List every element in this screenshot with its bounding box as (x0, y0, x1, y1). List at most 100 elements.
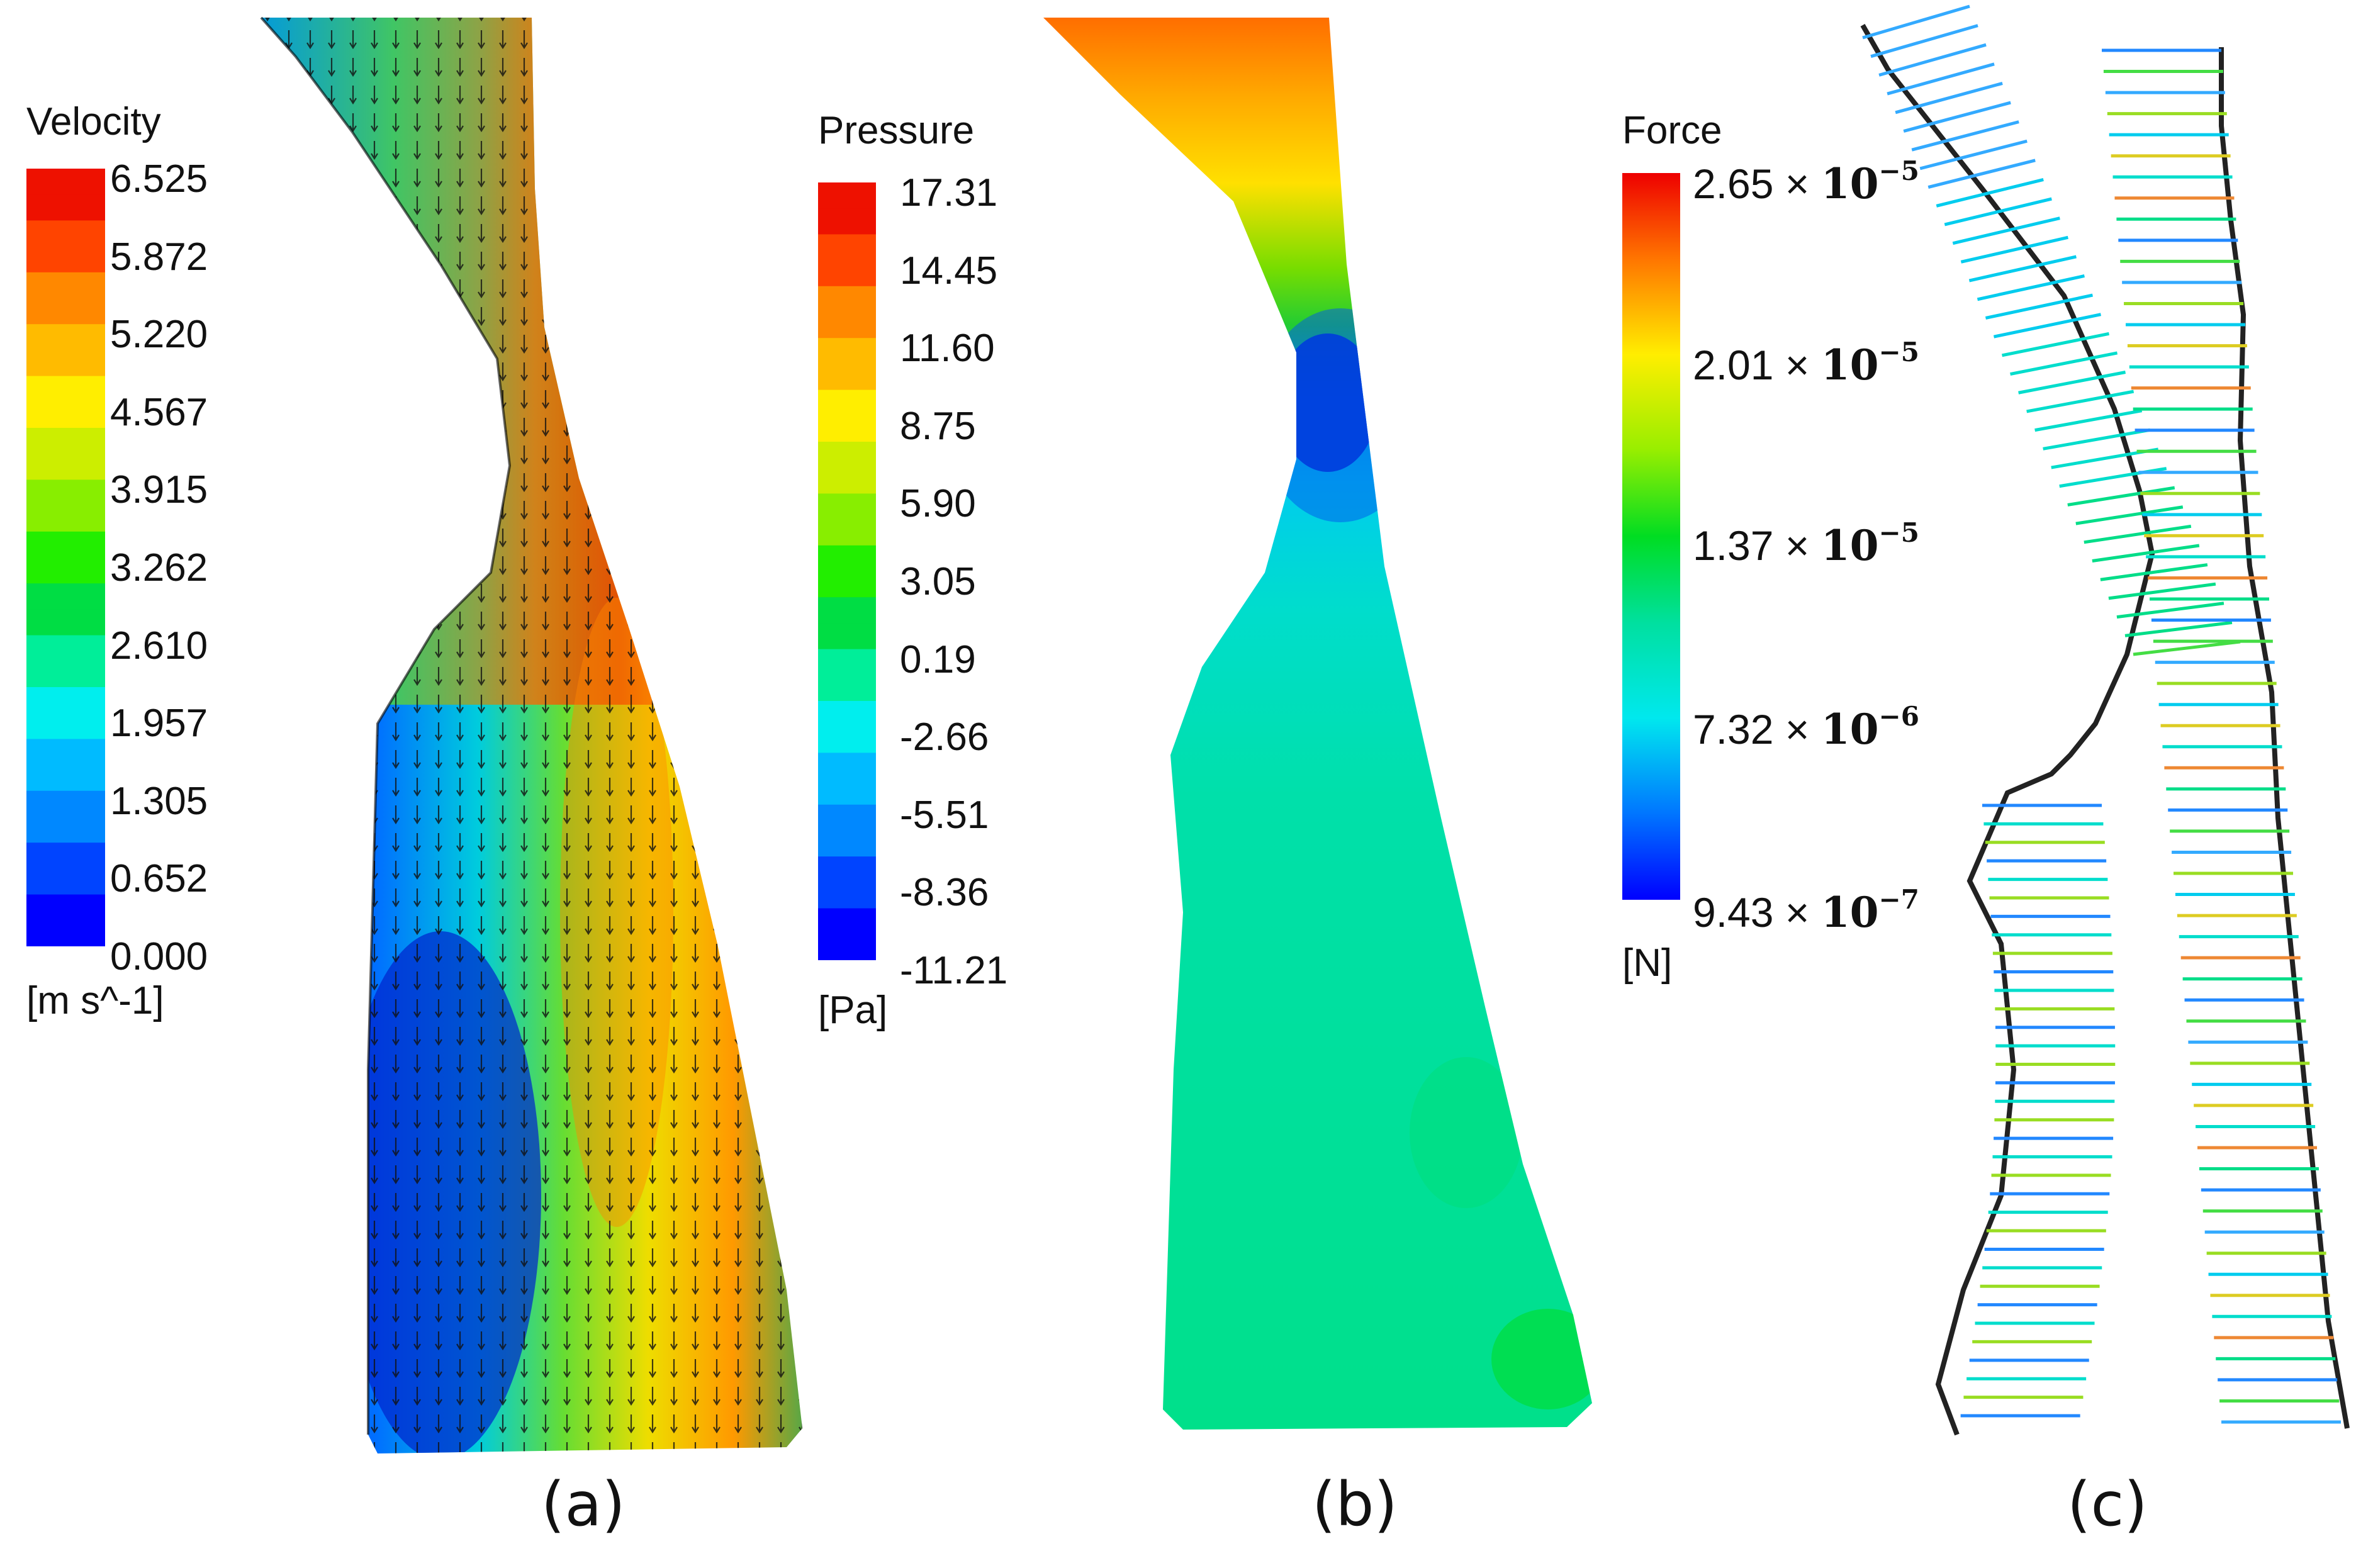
force-arrow (1878, 43, 1987, 77)
colorbar-band (26, 868, 105, 895)
force-tick-times: × (1785, 342, 1821, 388)
force-arrow (2084, 524, 2192, 544)
force-tick-mantissa: 2.65 (1693, 160, 1785, 207)
colorbar-band (26, 531, 105, 558)
force-tick-times: × (1785, 889, 1821, 936)
tick-label: 1.957 (110, 702, 208, 746)
colorbar-band (818, 908, 876, 935)
force-tick-exponent: −5 (1878, 337, 1919, 367)
velocity-legend-unit: [m s^-1] (26, 979, 164, 1022)
force-tick-times: × (1785, 522, 1821, 569)
force-tick-base: 10 (1820, 705, 1879, 754)
force-tick-times: × (1785, 706, 1821, 753)
colorbar-band (26, 764, 105, 792)
colorbar-band (818, 934, 876, 960)
colorbar-band (818, 415, 876, 442)
colorbar-band (818, 182, 876, 209)
colorbar-band (818, 571, 876, 598)
force-arrow (2018, 371, 2126, 395)
force-tick-label: 2.01 × 10−5 (1693, 337, 1919, 386)
colorbar-band (818, 260, 876, 287)
panel-label-b: (b) (1312, 1469, 1398, 1540)
force-arrow (2092, 544, 2200, 563)
tick-label: 11.60 (900, 327, 995, 371)
force-arrow (1985, 293, 2093, 320)
colorbar-band (26, 661, 105, 688)
tick-label: 0.000 (110, 935, 208, 978)
force-arrow (1919, 139, 2028, 171)
colorbar-band (818, 778, 876, 805)
tick-label: -11.21 (900, 949, 1008, 992)
colorbar-band (818, 519, 876, 546)
force-arrow (1993, 313, 2101, 339)
tick-label: 3.05 (900, 560, 976, 603)
force-arrow (2108, 582, 2216, 600)
colorbar-band (26, 454, 105, 480)
colorbar-band (26, 350, 105, 377)
colorbar-band (818, 753, 876, 780)
tick-label: 5.872 (110, 235, 208, 279)
colorbar-band (26, 428, 105, 454)
force-tick-label: 7.32 × 10−6 (1693, 701, 1919, 750)
colorbar-band (818, 804, 876, 831)
tick-label: 5.90 (900, 482, 976, 526)
force-arrow (1936, 178, 2044, 208)
colorbar-band (26, 194, 105, 221)
colorbar-band (26, 817, 105, 843)
force-arrow (2043, 428, 2151, 451)
colorbar-band (26, 713, 105, 739)
velocity-legend-title: Velocity (26, 100, 161, 143)
force-legend-unit: [N] (1622, 941, 1673, 985)
force-vectors (1862, 4, 2341, 1424)
colorbar-band (26, 843, 105, 869)
force-tick-base: 10 (1820, 888, 1879, 937)
colorbar-band (818, 545, 876, 572)
colorbar-band (818, 882, 876, 909)
colorbar-band (26, 220, 105, 247)
colorbar-band (818, 468, 876, 494)
pressure-legend-unit: [Pa] (818, 988, 888, 1032)
colorbar-band (818, 234, 876, 261)
force-tick-label: 9.43 × 10−7 (1693, 884, 1919, 933)
force-tick-base: 10 (1820, 159, 1879, 208)
colorbar-band (26, 505, 105, 532)
colorbar-band (818, 286, 876, 313)
tick-label: 3.262 (110, 546, 208, 590)
pressure-legend-title: Pressure (818, 109, 975, 152)
tick-label: 17.31 (900, 171, 998, 215)
force-tick-base: 10 (1820, 340, 1879, 389)
colorbar-band (26, 635, 105, 662)
force-arrow (2100, 563, 2208, 581)
force-arrow (1977, 274, 2085, 301)
colorbar-band (26, 609, 105, 636)
colorbar-band (26, 376, 105, 403)
force-tick-exponent: −5 (1878, 155, 1919, 186)
colorbar-band (26, 324, 105, 350)
force-arrow (2034, 409, 2143, 432)
pressure-colorbar (818, 182, 876, 960)
force-arrow (1927, 159, 2036, 189)
colorbar-band (818, 856, 876, 883)
tick-label: 4.567 (110, 390, 208, 434)
colorbar-band (818, 364, 876, 391)
colorbar-band (26, 920, 105, 946)
force-arrow (2133, 640, 2241, 656)
colorbar-band (818, 701, 876, 727)
force-arrow (2124, 620, 2233, 637)
force-arrow (2002, 332, 2110, 357)
colorbar-band (818, 442, 876, 468)
colorbar-band (26, 298, 105, 325)
tick-label: 2.610 (110, 624, 208, 668)
panel-label-c: (c) (2067, 1469, 2148, 1540)
force-arrow (1911, 120, 2019, 152)
panel-label-a: (a) (541, 1469, 626, 1540)
tick-label: -2.66 (900, 715, 989, 759)
colorbar-band (818, 597, 876, 624)
colorbar-band (818, 493, 876, 520)
tick-label: 6.525 (110, 157, 208, 201)
force-tick-mantissa: 2.01 (1693, 342, 1785, 388)
force-arrow (2026, 389, 2135, 413)
force-tick-base: 10 (1820, 521, 1879, 570)
